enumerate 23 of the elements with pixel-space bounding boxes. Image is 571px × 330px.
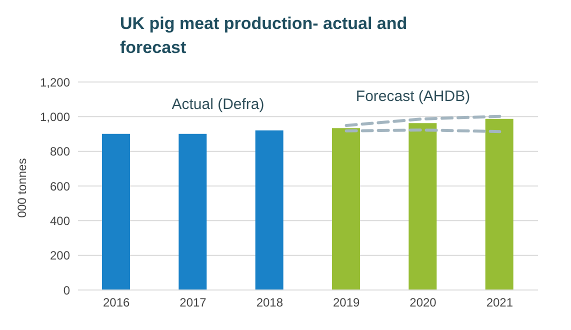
bar — [485, 118, 514, 290]
x-tick-label: 2016 — [102, 296, 130, 310]
x-tick-label: 2021 — [486, 296, 514, 310]
bar — [408, 123, 437, 290]
annotation: Actual (Defra) — [170, 96, 266, 113]
x-tick-label: 2019 — [332, 296, 360, 310]
bar — [102, 134, 130, 290]
y-tick-label: 1,000 — [40, 110, 70, 124]
x-tick-label: 2018 — [256, 296, 284, 310]
chart-title: UK pig meat production- actual and forecast — [120, 13, 408, 59]
bar — [332, 128, 360, 290]
y-tick-label: 800 — [50, 144, 70, 159]
bar — [255, 130, 284, 290]
x-tick-label: 2017 — [180, 296, 207, 310]
y-tick-label: 400 — [50, 214, 70, 228]
y-tick-label: 0 — [63, 283, 70, 298]
annotation: Forecast (AHDB) — [354, 88, 472, 105]
y-tick-label: 1,200 — [40, 75, 70, 90]
bar — [178, 134, 207, 290]
y-tick-label: 600 — [50, 179, 70, 194]
x-tick-label: 2020 — [410, 296, 437, 310]
y-tick-label: 200 — [50, 248, 70, 263]
y-axis-title: 000 tonnes — [15, 158, 29, 218]
